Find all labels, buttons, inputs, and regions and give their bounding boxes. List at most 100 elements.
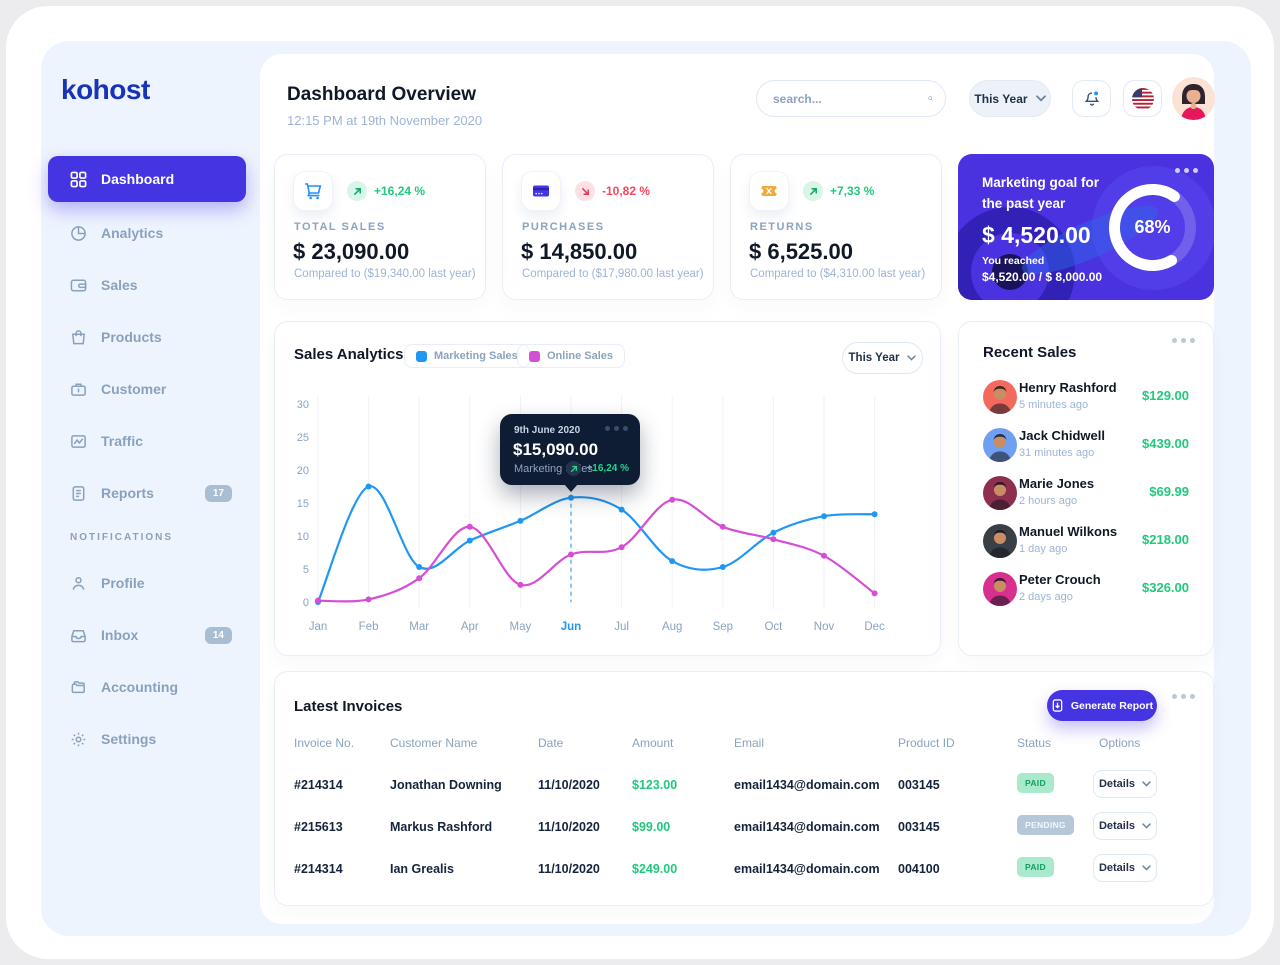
inbox-icon bbox=[71, 629, 86, 642]
chevron-down-icon bbox=[1142, 781, 1151, 787]
sidebar-item-sales[interactable]: Sales bbox=[48, 262, 246, 308]
sidebar-section-notifications: NOTIFICATIONS bbox=[70, 532, 174, 543]
us-flag-icon bbox=[1131, 87, 1154, 110]
sidebar-item-products[interactable]: Products bbox=[48, 314, 246, 360]
sale-amount: $69.99 bbox=[1149, 484, 1189, 499]
gear-icon bbox=[71, 732, 86, 746]
legend-swatch-blue bbox=[416, 350, 427, 362]
invoice-email: email1434@domain.com bbox=[734, 820, 880, 834]
main-panel: Dashboard Overview 12:15 PM at 19th Nove… bbox=[260, 54, 1215, 924]
traffic-chart-icon bbox=[71, 434, 86, 448]
tooltip-value: $15,090.00 bbox=[513, 440, 599, 459]
analytics-pie-icon bbox=[71, 225, 86, 241]
customer-avatar bbox=[983, 524, 1017, 558]
trend-value: -10,82 % bbox=[602, 184, 651, 198]
invoice-email: email1434@domain.com bbox=[734, 778, 880, 792]
sidebar-item-traffic[interactable]: Traffic bbox=[48, 418, 246, 464]
invoice-email: email1434@domain.com bbox=[734, 862, 880, 876]
sidebar-item-label: Sales bbox=[101, 277, 138, 293]
chevron-down-icon bbox=[907, 355, 917, 361]
arrow-down-right-icon bbox=[581, 187, 589, 195]
col-status: Status bbox=[1017, 736, 1052, 750]
recent-sale-item[interactable]: Peter Crouch 2 days ago $326.00 bbox=[983, 570, 1189, 610]
invoice-details-dropdown[interactable]: Details bbox=[1093, 770, 1157, 798]
details-label: Details bbox=[1098, 820, 1136, 832]
customer-name: Jack Chidwell bbox=[1019, 428, 1105, 443]
svg-text:0: 0 bbox=[303, 597, 309, 609]
recent-sales-menu-dots[interactable] bbox=[1172, 338, 1195, 343]
latest-invoices-card: Latest Invoices Generate Report Invoice … bbox=[274, 671, 1214, 906]
notifications-button[interactable] bbox=[1072, 80, 1111, 117]
recent-sales-card: Recent Sales Henry Rashford 5 minutes ago… bbox=[958, 321, 1214, 656]
recent-sale-item[interactable]: Henry Rashford 5 minutes ago $129.00 bbox=[983, 378, 1189, 418]
generate-report-button[interactable]: Generate Report bbox=[1047, 690, 1157, 721]
sidebar-item-reports[interactable]: Reports 17 bbox=[48, 470, 246, 516]
sale-time: 1 day ago bbox=[1019, 543, 1068, 555]
sidebar-item-profile[interactable]: Profile bbox=[48, 560, 246, 606]
sidebar-item-label: Inbox bbox=[101, 627, 139, 643]
recent-sale-item[interactable]: Jack Chidwell 31 minutes ago $439.00 bbox=[983, 426, 1189, 466]
sale-time: 2 hours ago bbox=[1019, 495, 1078, 507]
sales-analytics-card: Sales Analytics Marketing Sales Online S… bbox=[274, 321, 941, 656]
invoices-menu-dots[interactable] bbox=[1172, 694, 1195, 699]
invoice-product-id: 004100 bbox=[898, 862, 940, 876]
sidebar-item-label: Traffic bbox=[101, 433, 144, 449]
sales-analytics-chart[interactable]: 0 5 10 15 20 25 30 Jan Feb Mar Apr May Jun Jul Aug Sep O… bbox=[275, 322, 942, 657]
invoice-no: #214314 bbox=[294, 862, 343, 876]
dashboard-grid-icon bbox=[70, 171, 87, 187]
goal-percent: 68% bbox=[1134, 217, 1171, 237]
sales-analytics-title: Sales Analytics bbox=[294, 346, 404, 363]
invoice-date: 11/10/2020 bbox=[538, 820, 600, 834]
sale-amount: $326.00 bbox=[1142, 580, 1189, 595]
goal-menu-dots[interactable] bbox=[1175, 168, 1198, 173]
sale-time: 5 minutes ago bbox=[1019, 399, 1089, 411]
stat-compare: Compared to ($19,340.00 last year) bbox=[294, 268, 476, 280]
invoice-details-dropdown[interactable]: Details bbox=[1093, 812, 1157, 840]
col-email: Email bbox=[734, 736, 765, 750]
tooltip-menu-dots[interactable] bbox=[605, 426, 628, 431]
purchases-card: -10,82 % PURCHASES $ 14,850.00 Compared … bbox=[502, 154, 714, 300]
recent-sale-item[interactable]: Manuel Wilkons 1 day ago $218.00 bbox=[983, 522, 1189, 562]
recent-sale-item[interactable]: Marie Jones 2 hours ago $69.99 bbox=[983, 474, 1189, 514]
search-box[interactable] bbox=[756, 80, 946, 117]
sidebar-item-settings[interactable]: Settings bbox=[48, 716, 246, 762]
stat-value: $ 14,850.00 bbox=[521, 239, 638, 264]
sale-amount: $129.00 bbox=[1142, 388, 1189, 403]
sale-amount: $439.00 bbox=[1142, 436, 1189, 451]
chart-period-value: This Year bbox=[848, 352, 900, 364]
svg-text:Mar: Mar bbox=[409, 621, 429, 633]
svg-text:Aug: Aug bbox=[662, 621, 682, 633]
sidebar-item-inbox[interactable]: Inbox 14 bbox=[48, 612, 246, 658]
sidebar-item-accounting[interactable]: Accounting bbox=[48, 664, 246, 710]
invoice-date: 11/10/2020 bbox=[538, 862, 600, 876]
invoice-details-dropdown[interactable]: Details bbox=[1093, 854, 1157, 882]
chart-period-dropdown[interactable]: This Year bbox=[842, 342, 923, 374]
sale-amount: $218.00 bbox=[1142, 532, 1189, 547]
app-logo: kohost bbox=[61, 74, 150, 105]
chevron-down-icon bbox=[1142, 865, 1151, 871]
sidebar-item-analytics[interactable]: Analytics bbox=[48, 210, 246, 256]
invoice-date: 11/10/2020 bbox=[538, 778, 600, 792]
briefcase-icon bbox=[71, 383, 86, 396]
invoice-status-badge: PENDING bbox=[1017, 815, 1074, 835]
invoice-no: #215613 bbox=[294, 820, 343, 834]
folders-icon bbox=[71, 680, 85, 693]
search-input[interactable] bbox=[773, 91, 928, 106]
language-button[interactable] bbox=[1123, 80, 1162, 117]
sidebar-item-customer[interactable]: Customer bbox=[48, 366, 246, 412]
legend-label: Online Sales bbox=[547, 350, 614, 362]
period-dropdown[interactable]: This Year bbox=[969, 80, 1051, 117]
col-amount: Amount bbox=[632, 736, 674, 750]
sidebar-item-dashboard[interactable]: Dashboard bbox=[48, 156, 246, 202]
returns-card: +7,33 % RETURNS $ 6,525.00 Compared to (… bbox=[730, 154, 942, 300]
sidebar-item-label: Products bbox=[101, 329, 162, 345]
customer-name: Marie Jones bbox=[1019, 476, 1095, 491]
sidebar-item-label: Reports bbox=[101, 485, 154, 501]
svg-text:Sep: Sep bbox=[713, 621, 733, 633]
outer-frame: kohost Dashboard Analytics Sales Product… bbox=[6, 6, 1274, 959]
legend-online-sales[interactable]: Online Sales bbox=[517, 344, 626, 368]
credit-card-icon bbox=[521, 171, 561, 211]
user-avatar[interactable] bbox=[1172, 77, 1215, 120]
invoice-amount: $249.00 bbox=[632, 862, 678, 876]
svg-text:15: 15 bbox=[297, 498, 309, 510]
